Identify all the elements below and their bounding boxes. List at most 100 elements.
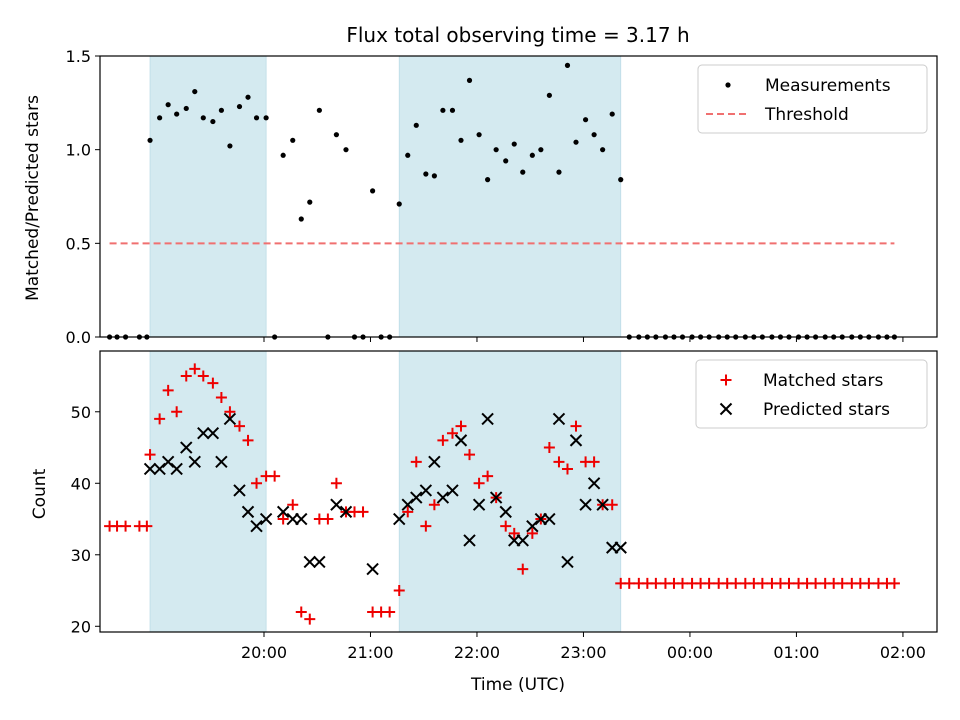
measurement-point xyxy=(600,147,606,153)
x-axis-label: Time (UTC) xyxy=(470,675,565,695)
matched-star-point xyxy=(144,449,156,461)
predicted-star-point xyxy=(241,505,255,519)
matched-star-point xyxy=(464,449,476,461)
predicted-star-point xyxy=(366,562,379,576)
matched-star-point xyxy=(500,520,512,532)
matched-star-point xyxy=(863,577,875,589)
predicted-star-point xyxy=(543,512,556,526)
predicted-star-point xyxy=(463,534,476,547)
matched-star-point xyxy=(606,499,618,511)
predicted-star-point xyxy=(313,555,326,569)
matched-star-point xyxy=(455,420,467,432)
ratio-panel: 0.0 0.5 1.0 1.5 Measurements Threshold xyxy=(66,47,938,347)
matched-star-point xyxy=(357,506,369,518)
matched-star-point xyxy=(888,577,900,589)
measurement-point xyxy=(316,107,322,113)
predicted-star-point xyxy=(393,512,406,526)
measurement-point xyxy=(253,115,260,121)
legend-marker-predicted xyxy=(719,402,733,416)
predicted-star-point xyxy=(419,484,433,497)
measurement-point xyxy=(485,177,491,183)
measurement-point xyxy=(343,147,349,153)
predicted-star-point xyxy=(223,412,237,426)
observing-interval-1 xyxy=(398,55,622,338)
measurement-point xyxy=(449,107,456,113)
measurement-point xyxy=(423,171,429,177)
predicted-star-point xyxy=(215,455,228,469)
legend-label: Matched stars xyxy=(763,371,883,391)
y-tick-label: 30 xyxy=(71,546,91,565)
predicted-star-point xyxy=(614,541,627,554)
matched-star-point xyxy=(836,577,848,589)
y-tick-label: 0.5 xyxy=(66,234,91,253)
legend-marker-matched xyxy=(720,374,732,386)
measurement-point xyxy=(431,173,437,179)
predicted-star-point xyxy=(561,555,574,569)
predicted-star-point xyxy=(206,427,220,440)
matched-star-point xyxy=(304,613,316,625)
measurement-point xyxy=(280,152,286,158)
matched-star-point xyxy=(162,384,174,396)
matched-star-point xyxy=(242,434,254,446)
y-tick-label: 0.0 xyxy=(66,328,91,347)
matched-star-point xyxy=(420,520,432,532)
predicted-star-point xyxy=(489,491,503,504)
matched-star-point xyxy=(269,470,281,482)
matched-star-point xyxy=(783,577,795,589)
predicted-star-point xyxy=(499,505,512,519)
measurement-point xyxy=(370,188,376,194)
measurement-point xyxy=(165,102,171,108)
measurement-point xyxy=(591,132,597,138)
matched-star-point xyxy=(756,577,768,589)
measurement-point xyxy=(564,62,571,68)
legend-label: Threshold xyxy=(764,105,849,125)
observing-interval-1 xyxy=(398,350,622,633)
predicted-star-point xyxy=(481,412,494,426)
count-y-axis-label: Count xyxy=(30,468,50,519)
legend: Matched stars Predicted stars xyxy=(695,359,928,429)
matched-star-point xyxy=(410,456,422,468)
matched-star-point xyxy=(207,377,219,389)
matched-star-point xyxy=(553,456,565,468)
matched-star-point xyxy=(676,577,688,589)
measurement-point xyxy=(298,216,304,222)
predicted-star-point xyxy=(303,555,316,569)
measurement-point xyxy=(493,147,499,153)
measurement-point xyxy=(218,107,224,113)
predicted-star-point xyxy=(516,534,529,547)
y-tick-label: 20 xyxy=(71,617,91,636)
matched-star-point xyxy=(393,585,405,597)
measurement-point xyxy=(573,139,579,145)
predicted-star-point xyxy=(339,505,353,519)
predicted-star-point xyxy=(596,498,609,511)
matched-star-point xyxy=(330,477,342,489)
matched-star-point xyxy=(588,456,600,468)
measurement-point xyxy=(458,137,464,143)
matched-star-point xyxy=(703,577,715,589)
predicted-star-point xyxy=(250,519,263,533)
matched-star-point xyxy=(561,463,573,475)
measurement-point xyxy=(192,88,198,95)
predicted-star-point xyxy=(472,498,486,511)
x-tick-label: 02:00 xyxy=(880,643,926,662)
predicted-star-point xyxy=(454,434,468,447)
matched-star-point xyxy=(287,499,299,511)
predicted-star-point xyxy=(259,512,273,526)
ratio-y-axis-label: Matched/Predicted stars xyxy=(23,95,43,301)
predicted-star-point xyxy=(552,412,566,426)
measurement-point xyxy=(245,94,251,100)
measurement-point xyxy=(440,107,446,113)
predicted-star-point xyxy=(436,491,450,504)
plot-frame xyxy=(99,350,938,633)
matched-star-point xyxy=(197,370,209,382)
measurement-point xyxy=(227,143,233,149)
plot-frame xyxy=(99,55,938,338)
predicted-star-point xyxy=(330,498,343,511)
count-panel: 20 30 40 50 20:00 21:00 22:00 23:00 00:00 01:00 02… xyxy=(71,350,938,662)
measurement-point xyxy=(538,147,544,153)
measurement-point xyxy=(582,117,589,123)
matched-star-point xyxy=(234,420,245,432)
legend-marker-measurements xyxy=(725,82,731,88)
y-tick-label: 50 xyxy=(71,403,91,422)
